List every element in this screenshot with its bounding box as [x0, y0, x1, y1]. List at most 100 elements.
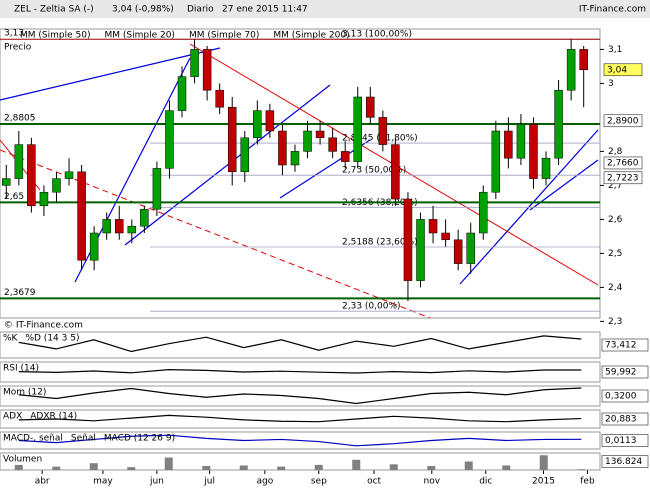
panel-label: MACD-, señal [3, 434, 63, 444]
y-tick-label: 3,1 [608, 45, 622, 55]
candle-body [177, 76, 187, 111]
candle-body [202, 49, 212, 91]
candle-body [253, 110, 262, 139]
volume-bar [89, 463, 98, 470]
price-label: Precio [4, 43, 32, 53]
candle-body [328, 137, 337, 152]
volume-bar [239, 465, 248, 470]
y-tick-label: 2,8 [608, 147, 623, 157]
candle-body [353, 96, 362, 162]
volume-bar [14, 464, 23, 470]
x-tick-label: sep [311, 477, 327, 487]
volume-bar [127, 467, 136, 470]
volume-bar [352, 459, 361, 470]
price-box [603, 171, 643, 185]
price-box-label: 2,7660 [607, 158, 639, 168]
candle-body [114, 219, 124, 234]
x-tick-label: 2015 [532, 477, 555, 487]
y-tick-label: 3 [608, 79, 614, 89]
x-tick-label: oct [367, 477, 381, 487]
candle-body [165, 110, 174, 169]
panel-label: ADX [3, 412, 22, 422]
panel-frame [0, 331, 601, 359]
candle-body [378, 117, 388, 145]
volume-bar [202, 466, 211, 470]
value-box [601, 365, 649, 379]
indicator-line [18, 335, 582, 353]
candle-body [127, 225, 137, 234]
x-tick-label: may [93, 477, 113, 487]
indicator-line [18, 387, 582, 405]
panel-frame [0, 452, 601, 471]
x-tick-label: nov [424, 477, 441, 487]
panel-frame [0, 431, 601, 450]
datetime: 27 ene 2015 11:47 [222, 5, 308, 15]
candle-body [303, 130, 312, 152]
candle-body [466, 232, 475, 264]
candle-body [278, 130, 287, 166]
panel-label: %D (14 3 5) [25, 334, 79, 344]
candle-body [566, 49, 576, 91]
candle-body [315, 130, 325, 139]
candle-body [491, 130, 501, 193]
volume-bar [464, 461, 473, 470]
candle-body [215, 89, 224, 108]
value-box-label: 20,883 [605, 415, 637, 425]
panel-label: RSI (14) [3, 364, 39, 374]
candle-body [340, 151, 350, 162]
candle-body [27, 144, 36, 207]
volume-bar [539, 455, 548, 470]
price-box [603, 156, 643, 170]
candle-body [265, 110, 275, 132]
volume-bar [427, 466, 436, 470]
fib-label: 3,13 (100,00%) [342, 30, 412, 40]
volume-bar [164, 457, 173, 470]
candle-body [39, 191, 49, 207]
price-box [603, 63, 643, 77]
candle-body [541, 157, 551, 179]
candle-body [391, 144, 400, 200]
plot-frame [0, 28, 601, 319]
quote: 3,04 (-0,98%) [112, 5, 174, 15]
panel-frame [0, 409, 601, 429]
panel-label: ADXR (14) [30, 412, 77, 422]
candle-body [77, 171, 86, 261]
value-box-label: 136.824 [605, 457, 642, 467]
volume-bar [314, 464, 323, 470]
volume-bar [502, 465, 511, 470]
candle-body [2, 178, 11, 186]
legend-entry: MM (Simple 200) [273, 31, 349, 41]
panel-label: MACD (12 26 9) [104, 434, 175, 444]
level-label: 2,3679 [4, 288, 36, 298]
indicator-line [18, 434, 582, 447]
x-tick-label: jul [203, 477, 215, 487]
candle-body [453, 239, 463, 264]
fib-label: 2,73 (50,00%) [342, 166, 406, 176]
x-tick-label: ago [256, 477, 273, 487]
value-box-label: 0,3200 [605, 392, 637, 402]
candle-body [240, 137, 250, 173]
candle-body [89, 232, 99, 261]
indicator-line [18, 414, 582, 423]
candle-body [416, 219, 425, 281]
candle-body [190, 49, 199, 77]
panel-label: %K [3, 334, 19, 344]
panel-frame [0, 361, 601, 383]
value-box [601, 455, 649, 468]
value-box [601, 434, 649, 447]
volume-bar [52, 466, 61, 470]
candle-body [428, 219, 438, 234]
legend-entry: MM (Simple 50) [20, 31, 90, 41]
value-box [601, 338, 649, 352]
x-tick-label: abr [35, 477, 50, 487]
level-label: 2,65 [4, 192, 24, 202]
candle-body [52, 178, 61, 193]
candle-body [290, 151, 300, 166]
level-label: 3,13 [4, 29, 24, 39]
panel-label: Mom (12) [3, 388, 46, 398]
candle-body [441, 232, 450, 241]
candle-body [227, 106, 237, 173]
candle-body [64, 171, 74, 179]
